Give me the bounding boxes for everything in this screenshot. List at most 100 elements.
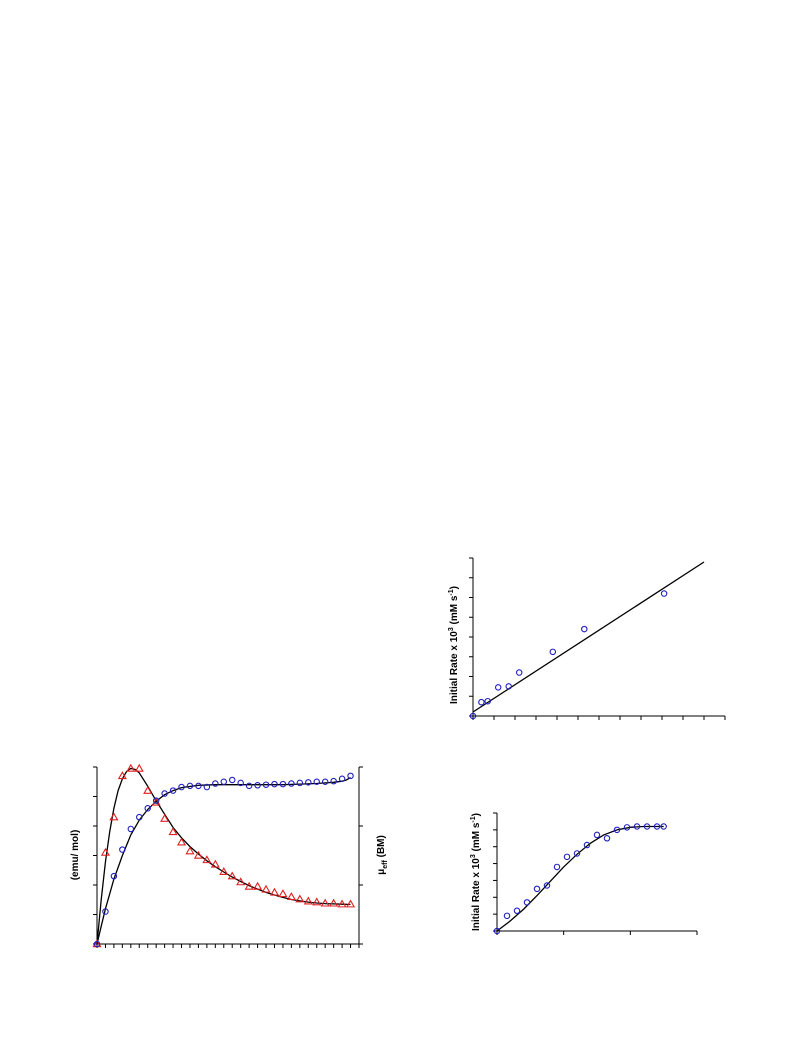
magnetic-series1-point (312, 897, 322, 906)
rate-sigmoid-point (613, 826, 621, 834)
magnetic-series2-point (178, 783, 185, 791)
magnetic-series2-point (288, 780, 295, 787)
rate-linear-point (660, 590, 668, 597)
magnetic-series1-point (236, 877, 246, 886)
magnetic-series1-point (329, 898, 339, 907)
magnetic-series2-point (228, 776, 236, 784)
magnetic-series1-point (269, 887, 280, 896)
magnetic-series1-point (160, 813, 170, 822)
magnetic-series1-point (303, 896, 313, 905)
magnetic-right-axis-label: μeff (BM) (376, 835, 389, 875)
rate-linear-point (494, 684, 502, 691)
magnetic-series1-point (320, 898, 330, 907)
magnetic-series2-point (119, 846, 126, 853)
magnetic-series1-point (227, 871, 237, 880)
magnetic-series2-point (144, 805, 151, 812)
magnetic-series1-point (286, 892, 296, 901)
magnetic-series2-point (254, 782, 261, 789)
magnetic-chart: (emu/ mol) μeff (BM) (70, 763, 389, 948)
magnetic-series1-point (168, 827, 178, 836)
rate-sigmoid-point (503, 912, 511, 920)
rate-sigmoid-point (523, 899, 531, 906)
rate-sigmoid-point (543, 882, 551, 889)
magnetic-series2-point (186, 782, 194, 790)
rate-sigmoid-chart: Initial Rate x 103 (mM s-1) (470, 812, 698, 935)
magnetic-series2-point (93, 940, 101, 948)
magnetic-series2-point (296, 779, 304, 787)
magnetic-series1-point (253, 881, 263, 890)
magnetic-series1-point (143, 785, 153, 794)
rate-linear-point (469, 712, 477, 720)
rate-sigmoid-point (583, 841, 591, 849)
rate-linear-point (478, 698, 485, 706)
rate-sigmoid-point (660, 823, 667, 830)
magnetic-series2-point (338, 775, 346, 783)
magnetic-series2-point (237, 779, 244, 787)
rate-sigmoid-point (563, 853, 571, 861)
magnetic-series2-point (330, 777, 337, 785)
magnetic-series1-point (151, 797, 161, 806)
rate-sigmoid-point (553, 863, 561, 871)
magnetic-series2-point (305, 779, 312, 786)
magnetic-left-axis-label: (emu/ mol) (70, 830, 81, 881)
magnetic-series2-point (347, 772, 354, 780)
magnetic-series1-point (134, 763, 144, 772)
rate-sigmoid-point (603, 835, 611, 842)
rate-sigmoid-point (513, 907, 521, 915)
rate-sigmoid-point (593, 831, 601, 839)
magnetic-series1-point (210, 859, 220, 868)
rate-sigmoid-point (493, 927, 501, 935)
rate-sigmoid-point (533, 885, 541, 893)
magnetic-fit-curve-2 (96, 777, 351, 945)
magnetic-series1-point (261, 884, 271, 893)
magnetic-series2-point (195, 782, 202, 790)
rate-linear-axis-label: Initial Rate x 103 (mM s-1) (448, 586, 460, 704)
magnetic-fit-curve-1 (96, 767, 351, 945)
magnetic-series1-point (202, 855, 212, 864)
rate-sigmoid-point (633, 823, 641, 830)
magnetic-series1-point (244, 881, 254, 890)
magnetic-series2-point (203, 783, 211, 791)
magnetic-series2-point (152, 797, 160, 804)
magnetic-series2-point (102, 908, 109, 915)
rate-linear-point (515, 669, 523, 676)
rate-linear-point (549, 648, 557, 656)
rate-sigmoid-point (653, 823, 661, 830)
rate-linear-fit-line (472, 561, 705, 713)
rate-sigmoid-fit-curve (496, 825, 664, 932)
magnetic-series1-point (278, 889, 288, 898)
rate-linear-point (505, 683, 512, 690)
rate-linear-point (484, 697, 491, 705)
magnetic-series2-point (220, 778, 228, 785)
magnetic-series2-point (169, 787, 177, 794)
magnetic-series1-point (109, 812, 119, 821)
rate-linear-chart: Initial Rate x 103 (mM s-1) (448, 557, 726, 720)
rate-sigmoid-axis-label: Initial Rate x 103 (mM s-1) (470, 813, 482, 931)
magnetic-series1-point (193, 850, 203, 859)
magnetic-series1-point (219, 867, 229, 875)
magnetic-series1-point (126, 763, 136, 772)
rate-linear-point (581, 625, 588, 633)
rate-sigmoid-point (643, 823, 651, 830)
magnetic-series1-point (346, 899, 356, 908)
magnetic-series1-point (295, 894, 305, 903)
magnetic-series2-point (271, 780, 278, 788)
magnetic-series1-point (176, 837, 187, 846)
magnetic-series2-point (110, 872, 118, 880)
magnetic-series2-point (127, 825, 135, 833)
rate-sigmoid-point (623, 824, 631, 831)
magnetic-series1-point (337, 899, 347, 908)
magnetic-series2-point (136, 813, 143, 821)
magnetic-series2-point (321, 778, 329, 785)
magnetic-series2-point (262, 781, 270, 788)
magnetic-series1-point (100, 847, 110, 856)
magnetic-series2-point (279, 780, 287, 788)
magnetic-series1-point (185, 846, 195, 855)
rate-sigmoid-point (573, 850, 581, 857)
magnetic-series2-point (245, 782, 253, 790)
magnetic-series1-point (117, 771, 127, 780)
magnetic-series2-point (313, 778, 320, 785)
magnetic-series2-point (161, 790, 168, 797)
magnetic-series2-point (212, 780, 219, 787)
